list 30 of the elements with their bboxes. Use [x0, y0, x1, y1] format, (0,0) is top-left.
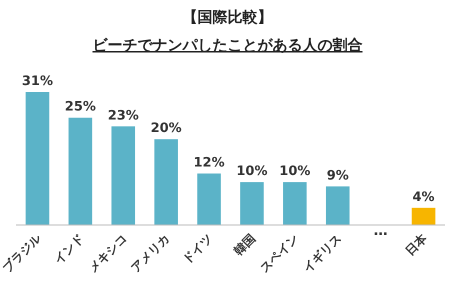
data-label: 9%	[326, 168, 349, 184]
x-tick-label: スペイン	[257, 231, 301, 276]
bar	[283, 182, 307, 225]
x-tick-label: 韓国	[231, 231, 258, 258]
bar	[326, 186, 350, 225]
x-tick-label: ブラジル	[0, 230, 44, 276]
x-tick-label: インド	[51, 231, 86, 267]
bar	[197, 174, 221, 225]
x-tick-label: 日本	[402, 230, 430, 258]
data-label: 10%	[236, 164, 268, 180]
chart-title: 【国際比較】	[182, 8, 272, 26]
bar	[154, 139, 178, 225]
bar	[68, 118, 92, 225]
bar	[111, 126, 136, 225]
x-tick-label: …	[374, 223, 388, 239]
data-label: 12%	[193, 156, 225, 171]
x-tick-label: メキシコ	[86, 231, 130, 276]
data-label: 31%	[22, 74, 54, 89]
data-label: 10%	[279, 164, 310, 180]
data-label: 23%	[108, 108, 139, 124]
x-tick-label: アメリカ	[128, 231, 172, 276]
bar	[26, 92, 50, 225]
x-tick-label: ドイツ	[180, 231, 216, 267]
chart-subtitle: ビーチでナンパしたことがある人の割合	[92, 36, 362, 54]
x-tick-label: イギリス	[300, 231, 344, 276]
data-label: 25%	[64, 100, 96, 115]
data-label: 20%	[150, 121, 182, 136]
bar	[412, 208, 436, 225]
bar	[240, 182, 264, 225]
data-label: 4%	[412, 190, 435, 205]
